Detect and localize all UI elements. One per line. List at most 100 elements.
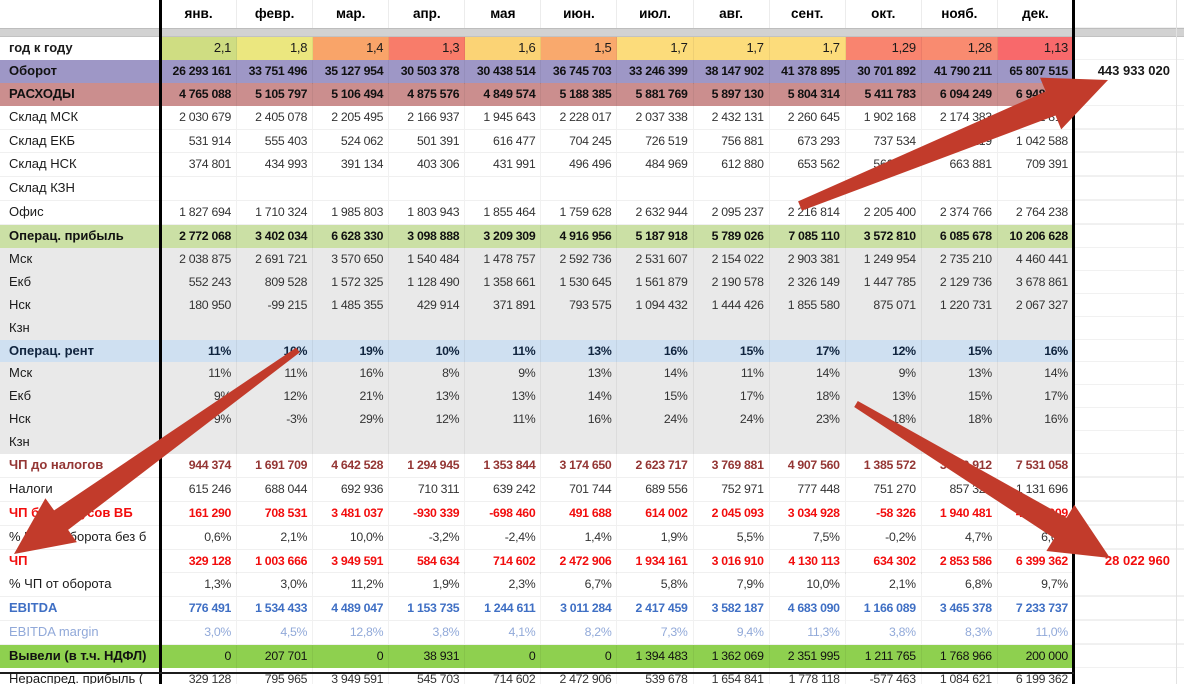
cell[interactable]: 11% <box>465 408 542 432</box>
cell[interactable]: 329 128 <box>161 668 238 684</box>
cell[interactable]: 2 260 645 <box>770 105 846 129</box>
row-label[interactable]: Офис <box>0 201 161 225</box>
cell[interactable]: 1 855 580 <box>770 293 846 317</box>
cell[interactable] <box>617 177 694 201</box>
cell[interactable]: 2 351 995 <box>770 645 846 669</box>
cell[interactable]: 5 897 130 <box>694 82 770 106</box>
red-arrow-annotation[interactable] <box>14 347 300 554</box>
cell[interactable]: 3 034 928 <box>770 501 846 525</box>
cell[interactable]: 1 447 785 <box>846 270 922 294</box>
cell[interactable]: 4 642 528 <box>313 454 390 477</box>
cell[interactable]: 1 485 355 <box>313 293 390 317</box>
cell[interactable]: 6,7% <box>541 573 618 597</box>
cell[interactable]: 6 094 249 <box>922 82 998 106</box>
cell[interactable] <box>465 316 542 340</box>
cell[interactable]: 403 306 <box>389 153 466 177</box>
cell[interactable]: 809 528 <box>237 270 314 294</box>
cell[interactable]: 1,7 <box>693 37 770 60</box>
row-label[interactable]: EBITDA <box>0 597 161 621</box>
empty-total-cell[interactable] <box>1073 501 1184 525</box>
cell[interactable]: -930 339 <box>389 501 466 525</box>
cell[interactable]: 4 765 088 <box>161 82 238 106</box>
cell[interactable] <box>694 431 770 455</box>
red-arrow-annotation[interactable] <box>798 77 1108 211</box>
cell[interactable]: 3 209 309 <box>465 225 542 249</box>
cell[interactable]: 2 903 381 <box>770 248 846 271</box>
row-label[interactable]: Вывели (в т.ч. НДФЛ) <box>0 645 161 669</box>
cell[interactable]: 1 768 966 <box>922 645 998 669</box>
row-label[interactable]: Нск <box>0 293 161 317</box>
cell[interactable]: 17% <box>770 339 846 363</box>
cell[interactable]: 38 931 <box>389 645 466 669</box>
cell[interactable]: 13% <box>465 385 542 409</box>
cell[interactable] <box>161 177 238 201</box>
cell[interactable]: 9% <box>465 362 542 386</box>
cell[interactable] <box>389 431 466 455</box>
cell[interactable]: 524 062 <box>313 129 390 153</box>
row-label[interactable]: Екб <box>0 385 161 409</box>
empty-total-cell[interactable] <box>1073 454 1184 477</box>
cell[interactable]: 1 572 325 <box>313 270 390 294</box>
cell[interactable]: 1 827 694 <box>161 201 238 225</box>
cell[interactable]: 689 556 <box>617 477 694 501</box>
cell[interactable]: 2,1% <box>846 573 922 597</box>
cell[interactable]: 653 562 <box>770 153 846 177</box>
empty-total-cell[interactable] <box>1073 248 1184 271</box>
cell[interactable]: 13% <box>389 385 466 409</box>
cell[interactable]: 18% <box>770 385 846 409</box>
cell[interactable]: 180 950 <box>161 293 238 317</box>
cell[interactable]: 1,9% <box>617 525 694 549</box>
cell[interactable]: 16% <box>541 408 618 432</box>
cell[interactable]: 704 245 <box>541 129 618 153</box>
cell[interactable]: 531 914 <box>161 129 238 153</box>
cell[interactable]: 30 701 892 <box>846 59 922 84</box>
cell[interactable]: 38 147 902 <box>694 59 770 84</box>
cell[interactable]: 11,3% <box>770 621 846 645</box>
cell[interactable]: 1 540 484 <box>389 248 466 271</box>
cell[interactable]: 2 691 721 <box>237 248 314 271</box>
empty-total-cell[interactable] <box>1073 668 1184 684</box>
cell[interactable]: 1 385 572 <box>846 454 922 477</box>
cell[interactable]: 3 011 284 <box>541 597 618 621</box>
cell[interactable]: 9% <box>161 408 238 432</box>
cell[interactable]: 3 582 187 <box>694 597 770 621</box>
cell[interactable]: 4 875 576 <box>389 82 466 106</box>
cell[interactable]: 9% <box>846 362 922 386</box>
month-header-cell[interactable]: нояб. <box>922 0 998 28</box>
cell[interactable] <box>541 431 618 455</box>
cell[interactable]: 19% <box>313 339 390 363</box>
cell[interactable]: 3 949 591 <box>313 668 390 684</box>
empty-total-cell[interactable] <box>1073 477 1184 501</box>
cell[interactable]: 1 654 841 <box>694 668 770 684</box>
cell[interactable]: 24% <box>694 408 770 432</box>
cell[interactable]: 1 084 621 <box>922 668 998 684</box>
cell[interactable]: 756 881 <box>694 129 770 153</box>
cell[interactable]: 3 481 037 <box>313 501 390 525</box>
empty-total-cell[interactable] <box>1073 201 1184 225</box>
cell[interactable]: 23% <box>770 408 846 432</box>
cell[interactable]: 2 735 210 <box>922 248 998 271</box>
cell[interactable]: 1,3 <box>389 37 466 60</box>
cell[interactable]: 5,5% <box>694 525 770 549</box>
cell[interactable]: 1 294 945 <box>389 454 466 477</box>
cell[interactable] <box>237 177 314 201</box>
cell[interactable]: 2 166 937 <box>389 105 466 129</box>
cell[interactable]: 2 038 875 <box>161 248 238 271</box>
cell[interactable]: -3% <box>237 408 314 432</box>
cell[interactable]: 11% <box>237 362 314 386</box>
row-label[interactable]: EBITDA margin <box>0 621 161 645</box>
cell[interactable]: 3 769 881 <box>694 454 770 477</box>
cell[interactable]: 2 432 131 <box>694 105 770 129</box>
cell[interactable]: 2 531 607 <box>617 248 694 271</box>
cell[interactable]: 36 745 703 <box>541 59 618 84</box>
cell[interactable]: 751 270 <box>846 477 922 501</box>
cell[interactable]: 10,0% <box>770 573 846 597</box>
cell[interactable]: 1 934 161 <box>617 549 694 574</box>
cell[interactable]: 4,1% <box>465 621 542 645</box>
cell[interactable]: 5 881 769 <box>617 82 694 106</box>
empty-total-cell[interactable] <box>1073 573 1184 597</box>
cell[interactable]: 3 572 810 <box>846 225 922 249</box>
cell[interactable]: 8,3% <box>922 621 998 645</box>
cell[interactable]: 2 228 017 <box>541 105 618 129</box>
empty-total-cell[interactable] <box>1073 177 1184 201</box>
